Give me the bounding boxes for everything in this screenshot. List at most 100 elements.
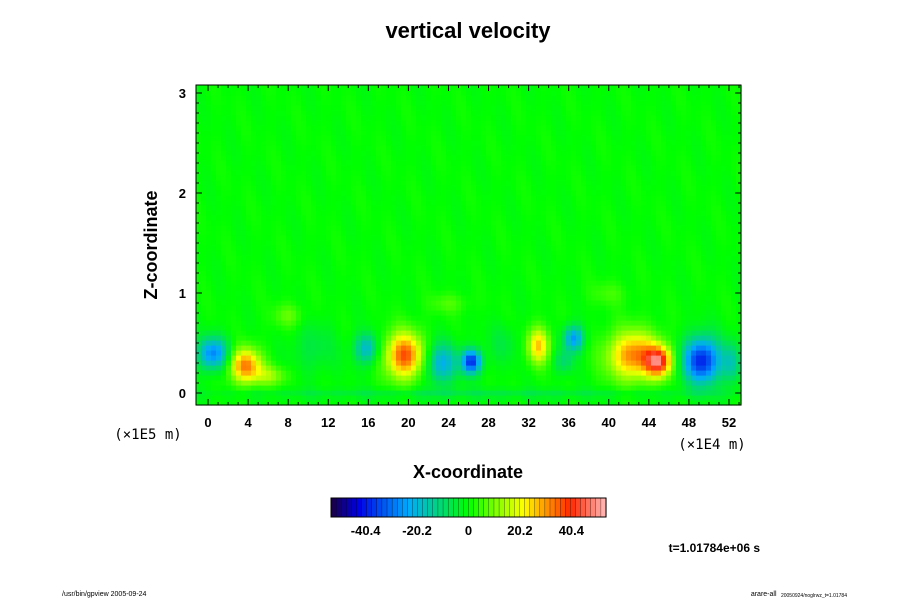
heatmap-cell <box>356 255 362 261</box>
heatmap-cell <box>266 245 272 251</box>
heatmap-cell <box>451 380 457 386</box>
heatmap-cell <box>601 210 607 216</box>
heatmap-cell <box>276 310 282 316</box>
heatmap-cell <box>321 370 327 376</box>
heatmap-cell <box>381 295 387 301</box>
heatmap-cell <box>666 200 672 206</box>
heatmap-cell <box>466 315 472 321</box>
heatmap-cell <box>426 190 432 196</box>
heatmap-cell <box>421 230 427 236</box>
heatmap-cell <box>636 305 642 311</box>
heatmap-cell <box>401 305 407 311</box>
heatmap-cell <box>241 295 247 301</box>
heatmap-cell <box>531 230 537 236</box>
heatmap-cell <box>406 195 412 201</box>
heatmap-cell <box>281 260 287 266</box>
heatmap-cell <box>216 400 222 406</box>
heatmap-cell <box>271 285 277 291</box>
heatmap-cell <box>736 295 742 301</box>
heatmap-cell <box>556 310 562 316</box>
heatmap-cell <box>446 180 452 186</box>
heatmap-cell <box>351 200 357 206</box>
heatmap-cell <box>481 235 487 241</box>
heatmap-cell <box>651 295 657 301</box>
heatmap-cell <box>621 260 627 266</box>
heatmap-cell <box>661 320 667 326</box>
heatmap-cell <box>496 235 502 241</box>
heatmap-cell <box>441 280 447 286</box>
heatmap-cell <box>276 285 282 291</box>
heatmap-cell <box>371 240 377 246</box>
heatmap-cell <box>361 225 367 231</box>
heatmap-cell <box>396 335 402 341</box>
heatmap-cell <box>386 325 392 331</box>
heatmap-cell <box>361 185 367 191</box>
heatmap-cell <box>206 385 212 391</box>
heatmap-cell <box>206 310 212 316</box>
heatmap-cell <box>466 235 472 241</box>
heatmap-cell <box>261 330 267 336</box>
heatmap-cell <box>441 345 447 351</box>
heatmap-cell <box>471 245 477 251</box>
heatmap-cell <box>406 335 412 341</box>
heatmap-cell <box>686 195 692 201</box>
heatmap-cell <box>226 295 232 301</box>
heatmap-cell <box>231 385 237 391</box>
heatmap-cell <box>326 320 332 326</box>
heatmap-cell <box>566 390 572 396</box>
heatmap-cell <box>491 325 497 331</box>
heatmap-cell <box>311 295 317 301</box>
heatmap-cell <box>676 315 682 321</box>
heatmap-cell <box>331 185 337 191</box>
heatmap-cell <box>491 195 497 201</box>
heatmap-cell <box>536 360 542 366</box>
heatmap-cell <box>631 380 637 386</box>
heatmap-cell <box>346 275 352 281</box>
heatmap-cell <box>721 240 727 246</box>
heatmap-cell <box>291 300 297 306</box>
heatmap-cell <box>416 195 422 201</box>
heatmap-cell <box>491 250 497 256</box>
heatmap-cell <box>556 255 562 261</box>
heatmap-cell <box>381 285 387 291</box>
heatmap-cell <box>551 250 557 256</box>
heatmap-cell <box>661 385 667 391</box>
heatmap-cell <box>576 220 582 226</box>
heatmap-cell <box>731 350 737 356</box>
heatmap-cell <box>621 400 627 406</box>
heatmap-cell <box>586 255 592 261</box>
heatmap-cell <box>301 380 307 386</box>
heatmap-cell <box>461 325 467 331</box>
heatmap-cell <box>566 175 572 181</box>
heatmap-cell <box>636 255 642 261</box>
heatmap-cell <box>581 365 587 371</box>
heatmap-cell <box>711 305 717 311</box>
heatmap-cell <box>561 325 567 331</box>
heatmap-cell <box>636 265 642 271</box>
heatmap-cell <box>471 200 477 206</box>
heatmap-cell <box>626 265 632 271</box>
heatmap-cell <box>556 185 562 191</box>
heatmap-cell <box>511 370 517 376</box>
heatmap-cell <box>381 260 387 266</box>
heatmap-cell <box>601 250 607 256</box>
heatmap-cell <box>276 390 282 396</box>
heatmap-cell <box>416 205 422 211</box>
heatmap-cell <box>211 355 217 361</box>
heatmap-cell <box>311 280 317 286</box>
heatmap-cell <box>301 185 307 191</box>
heatmap-cell <box>471 335 477 341</box>
heatmap-cell <box>686 340 692 346</box>
heatmap-cell <box>416 290 422 296</box>
heatmap-cell <box>306 265 312 271</box>
heatmap-cell <box>331 195 337 201</box>
heatmap-cell <box>711 385 717 391</box>
heatmap-cell <box>331 335 337 341</box>
heatmap-cell <box>426 260 432 266</box>
heatmap-cell <box>246 250 252 256</box>
heatmap-cell <box>641 395 647 401</box>
heatmap-cell <box>311 350 317 356</box>
heatmap-cell <box>416 260 422 266</box>
heatmap-cell <box>266 320 272 326</box>
heatmap-cell <box>356 240 362 246</box>
